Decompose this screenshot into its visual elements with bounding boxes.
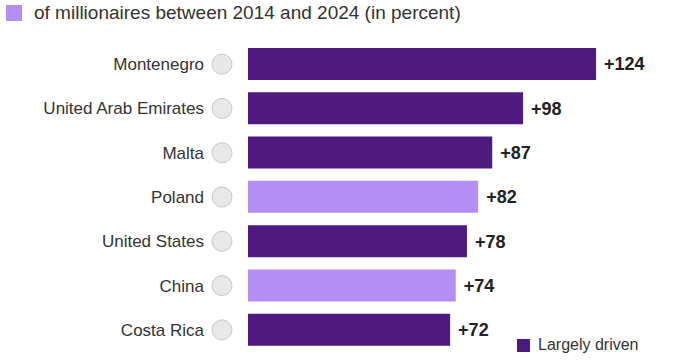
svg-text:United States: United States [102, 232, 204, 251]
svg-text:Montenegro: Montenegro [113, 55, 204, 74]
svg-text:+72: +72 [458, 320, 489, 340]
html-text:Largely driven: Largely driven [538, 336, 639, 353]
svg-text:+78: +78 [475, 232, 506, 252]
svg-text:+82: +82 [486, 187, 517, 207]
svg-text:China: China [160, 277, 205, 296]
svg-text:Poland: Poland [151, 188, 204, 207]
svg-text:+98: +98 [531, 99, 562, 119]
html-text:of millionaires between 2014 a: of millionaires between 2014 and 2024 (i… [34, 2, 461, 23]
svg-text:+87: +87 [500, 143, 531, 163]
svg-text:United Arab Emirates: United Arab Emirates [43, 99, 204, 118]
svg-text:Malta: Malta [162, 144, 204, 163]
svg-text:+124: +124 [604, 54, 645, 74]
svg-text:Costa Rica: Costa Rica [121, 321, 205, 340]
svg-text:+74: +74 [464, 276, 495, 296]
